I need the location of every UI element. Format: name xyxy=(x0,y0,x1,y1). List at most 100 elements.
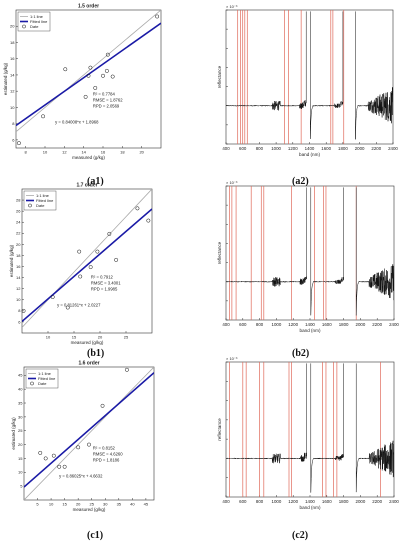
y-exponent-a2: × 10⁻³ xyxy=(226,4,238,9)
panel-label-b2: (b2) xyxy=(292,348,310,359)
y-tick-label-b1-8: 22 xyxy=(16,231,21,236)
data-point-a1-7 xyxy=(101,73,105,78)
x-tick-label-a1-6: 20 xyxy=(139,150,144,155)
x-tick-label-b1-0: 10 xyxy=(46,335,51,340)
x-tick-label-a2-2: 800 xyxy=(256,146,264,151)
x-tick-label-b2-3: 1000 xyxy=(272,322,282,327)
legend-label-1to1-c1: 1:1 line xyxy=(38,371,52,376)
y-tick-label-b1-1: 8 xyxy=(18,308,21,313)
y-tick-label-b1-11: 28 xyxy=(16,197,21,202)
equation-a1: y = 0.84008*x + 1.8968 xyxy=(55,120,99,125)
x-tick-label-c1-7: 40 xyxy=(130,502,135,507)
x-tick-label-a1-5: 18 xyxy=(120,150,125,155)
legend-swatch-data-b1 xyxy=(28,203,32,208)
fitted-line-b1 xyxy=(22,208,152,323)
data-point-b1-8 xyxy=(114,257,119,262)
x-tick-label-c1-5: 30 xyxy=(103,502,108,507)
y-tick-label-a1-4: 14 xyxy=(10,72,15,77)
legend-label-data-c1: Date xyxy=(38,381,47,386)
spectrum-segment-a2-2 xyxy=(355,11,393,140)
plot-frame-a2 xyxy=(225,9,394,145)
legend-label-fitted-a1: Fitted line xyxy=(30,19,48,24)
data-point-a1-0 xyxy=(16,141,21,146)
x-tick-label-c2-9: 2200 xyxy=(372,499,382,504)
y-tick-label-a1-1: 8 xyxy=(12,121,15,126)
y-tick-label-c1-6: 35 xyxy=(18,400,23,405)
x-tick-label-a2-7: 1800 xyxy=(338,146,348,151)
data-point-b1-0 xyxy=(21,308,26,313)
x-tick-label-c1-0: 5 xyxy=(36,502,39,507)
y-tick-label-a1-7: 20 xyxy=(10,24,15,29)
x-tick-label-c2-7: 1800 xyxy=(339,499,349,504)
data-point-a1-2 xyxy=(63,67,68,72)
x-tick-label-a1-0: 8 xyxy=(25,150,28,155)
x-tick-label-b2-10: 2400 xyxy=(389,322,399,327)
plot-frame-b1 xyxy=(21,188,153,334)
y-tick-label-a1-2: 10 xyxy=(10,105,15,110)
x-tick-label-c2-10: 2400 xyxy=(389,499,399,504)
spectrum-segment-b2-2 xyxy=(355,187,394,316)
data-point-c1-7 xyxy=(100,403,105,408)
data-point-a1-6 xyxy=(93,85,98,90)
spectrum-segment-a2-1 xyxy=(310,11,344,139)
data-point-b1-3 xyxy=(77,249,82,254)
x-tick-label-b1-1: 15 xyxy=(72,335,77,340)
data-point-b1-4 xyxy=(78,274,83,279)
x-tick-label-b2-7: 1800 xyxy=(339,322,349,327)
x-tick-label-a2-3: 1000 xyxy=(271,146,281,151)
y-axis-label-a1: estimated (g/kg) xyxy=(3,62,8,95)
legend-swatch-data-c1 xyxy=(30,381,34,386)
y-tick-label-c1-4: 25 xyxy=(18,428,23,433)
data-point-c1-4 xyxy=(62,464,67,469)
stat-c1-0: R² = 0.8152 xyxy=(93,445,116,450)
data-point-c1-2 xyxy=(51,453,56,458)
x-tick-label-a2-5: 1400 xyxy=(305,146,315,151)
y-tick-label-a1-0: 6 xyxy=(12,137,15,142)
y-axis-label-c1: estimated (g/kg) xyxy=(11,417,16,450)
data-point-a1-4 xyxy=(86,73,91,78)
data-point-c1-1 xyxy=(43,456,48,461)
x-tick-label-b2-4: 1200 xyxy=(288,322,298,327)
y-tick-label-c1-2: 15 xyxy=(18,456,23,461)
x-tick-label-a2-4: 1200 xyxy=(288,146,298,151)
x-tick-label-b2-6: 1600 xyxy=(322,322,332,327)
y-tick-label-a1-5: 16 xyxy=(10,56,15,61)
spectrum-segment-b2-0 xyxy=(226,187,307,287)
x-tick-label-c1-8: 45 xyxy=(144,502,149,507)
x-tick-label-c2-1: 600 xyxy=(239,499,247,504)
x-tick-label-a1-1: 10 xyxy=(43,150,48,155)
y-tick-label-b1-7: 20 xyxy=(16,242,21,247)
x-tick-label-b2-1: 600 xyxy=(239,322,247,327)
data-point-a1-3 xyxy=(83,94,88,99)
equation-c1: y = 0.86025*x + 4.6632 xyxy=(59,473,103,478)
one-to-one-line-a1 xyxy=(16,10,161,133)
x-tick-label-c2-6: 1600 xyxy=(322,499,332,504)
stat-c1-2: RPD = 1.8186 xyxy=(93,457,120,462)
x-tick-label-b1-2: 20 xyxy=(98,335,103,340)
fitted-line-a1 xyxy=(16,22,161,127)
data-point-c1-0 xyxy=(38,450,43,455)
x-tick-label-c2-2: 800 xyxy=(256,499,264,504)
x-tick-label-b1-3: 25 xyxy=(124,335,129,340)
x-tick-label-a2-6: 1600 xyxy=(321,146,331,151)
data-point-b1-2 xyxy=(65,305,70,310)
x-tick-label-c2-4: 1200 xyxy=(288,499,298,504)
spectrum-segment-b2-1 xyxy=(310,187,344,316)
y-tick-label-c1-0: 5 xyxy=(20,484,23,489)
one-to-one-line-c1 xyxy=(24,367,154,500)
x-tick-label-c2-3: 1000 xyxy=(272,499,282,504)
data-point-a1-8 xyxy=(104,68,109,73)
stat-c1-1: RMSE = 4.6260 xyxy=(93,451,123,456)
y-tick-label-c1-3: 20 xyxy=(18,442,23,447)
x-tick-label-c1-1: 10 xyxy=(49,502,54,507)
stat-b1-0: R² = 0.7912 xyxy=(91,274,114,279)
stat-b1-2: RPD = 1.9985 xyxy=(91,286,118,291)
x-tick-label-b2-2: 800 xyxy=(256,322,264,327)
x-tick-label-c2-8: 2000 xyxy=(356,499,366,504)
y-axis-label-a2: reflectance xyxy=(217,65,222,88)
spectrum-segment-c2-1 xyxy=(310,363,344,493)
x-tick-label-c1-2: 15 xyxy=(62,502,67,507)
data-point-b1-6 xyxy=(95,249,100,254)
y-tick-label-b1-0: 6 xyxy=(18,319,21,324)
